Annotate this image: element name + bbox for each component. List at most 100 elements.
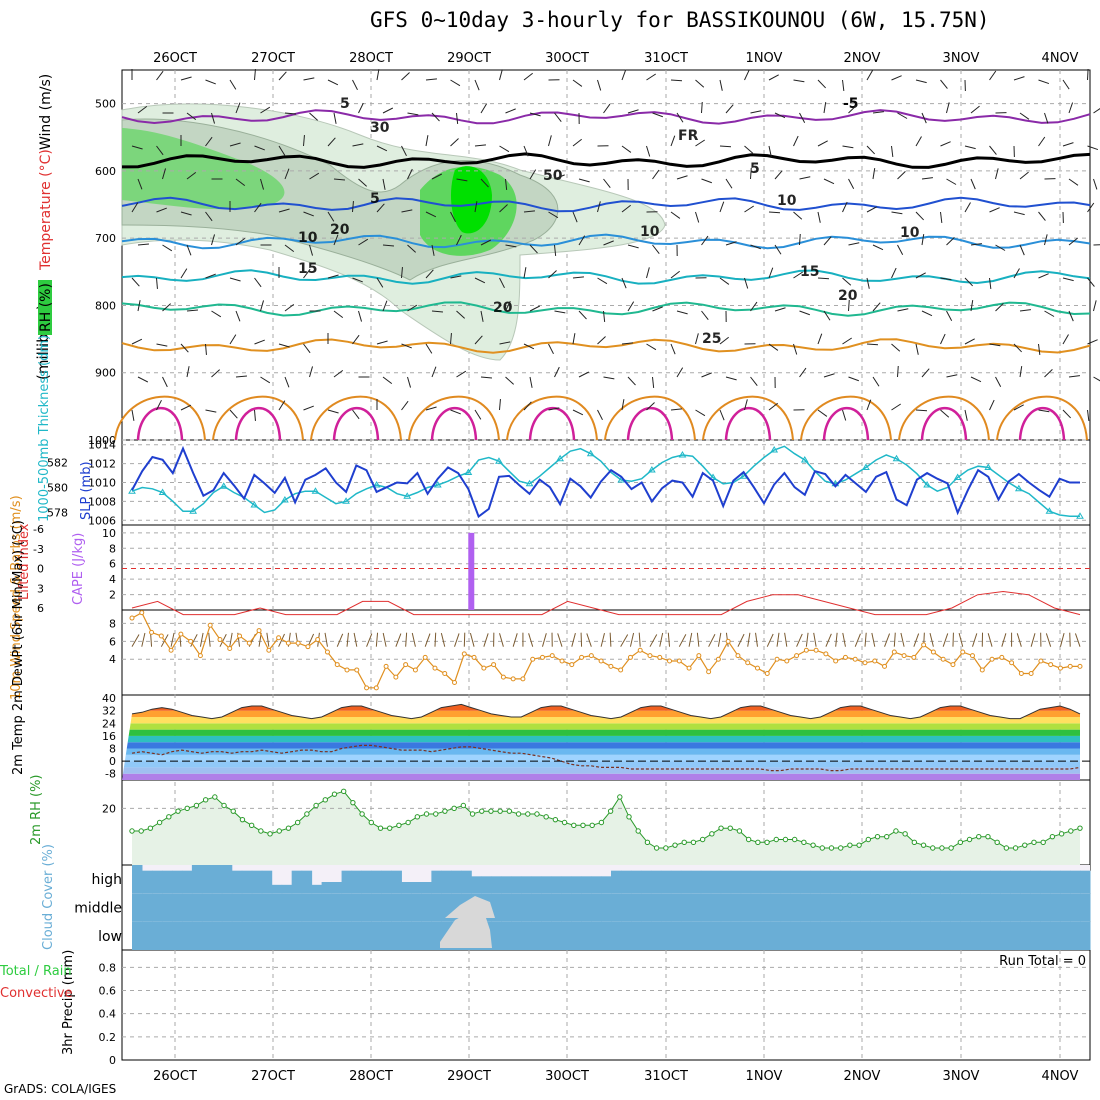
cloud-bar-high (780, 870, 792, 894)
wind-barb (548, 270, 557, 279)
isotherm-30-arc (310, 395, 402, 441)
wind10m-point (461, 651, 467, 657)
cloud-bar-high (391, 870, 402, 894)
cloud-bar-middle (591, 893, 602, 922)
cloud-bar-middle (561, 893, 572, 922)
wind-barb (572, 409, 584, 416)
wind10m-point (999, 654, 1005, 660)
rh2m-point (414, 814, 421, 820)
wind-barb (278, 343, 290, 348)
wind10m-point (608, 663, 614, 669)
rh2m-point (598, 819, 605, 826)
wind-barb (474, 277, 486, 284)
cloud-bar-middle (1070, 893, 1081, 922)
wind10m-line (131, 611, 1080, 689)
wind-barb (407, 112, 419, 116)
wind-barb (401, 145, 407, 157)
wind10m-barb (346, 632, 349, 647)
cloud-bar-high (341, 870, 353, 894)
wind10m-point (188, 638, 194, 644)
cloud-bar-low (431, 921, 442, 950)
wind-barb (995, 376, 1002, 387)
wind-barb (229, 334, 237, 345)
wind-barb (1038, 79, 1050, 85)
wind-barb (327, 274, 339, 279)
wind-barb (725, 178, 733, 189)
cloud-bar-middle (1000, 893, 1011, 922)
wind-barb (554, 310, 566, 314)
wind10m-point (784, 658, 790, 664)
wind-barb (597, 409, 603, 421)
wind-barb (180, 404, 192, 411)
wind-barb (505, 244, 517, 248)
rh2m-point (175, 808, 181, 814)
wind10m-point (588, 653, 594, 659)
cloud-bar-middle (331, 893, 343, 922)
cloud-bar-high (1030, 870, 1041, 894)
cloud-bar-low (780, 921, 792, 950)
wind-barb (817, 409, 828, 417)
wind-barb (670, 211, 681, 219)
cloud-bar-low (541, 921, 552, 950)
wind-barb (327, 79, 339, 86)
wind-barb (842, 337, 852, 345)
cloud-bar-high (371, 870, 382, 894)
cloud-ylabel: Cloud Cover (%) (41, 844, 56, 950)
wind10m-point (598, 658, 604, 664)
cloud-bar-middle (890, 893, 901, 922)
rh2m-point (405, 819, 411, 826)
cloud-bar-middle (581, 893, 592, 922)
cloud-bar-high (291, 870, 303, 894)
wind-barb (897, 112, 908, 119)
cloud-bar-high (441, 870, 452, 894)
wind-barb (719, 336, 729, 345)
cloud-bar-low (211, 921, 223, 950)
wind-barb (327, 409, 339, 414)
wind-barb (352, 277, 363, 283)
wind10m-barb (208, 632, 211, 647)
wind-barb (1019, 366, 1023, 378)
cloud-bar-middle (980, 893, 991, 922)
wind-barb (891, 267, 897, 279)
wind-barb (529, 376, 533, 388)
wind-barb (358, 238, 369, 246)
temp-band (122, 761, 1080, 768)
wind10m-barb (747, 632, 751, 647)
wind-barb (505, 300, 511, 312)
wind10m-point (1009, 660, 1015, 666)
wind-barb (872, 302, 881, 312)
cloud-bar-low (601, 921, 612, 950)
wind-barb (186, 112, 197, 121)
wind-barb (750, 376, 758, 386)
wind10m-point (657, 654, 663, 660)
rh2m-point (451, 805, 457, 812)
wind-barb (425, 269, 434, 279)
cloud-bar-high (770, 870, 782, 894)
cloud-bar-low (291, 921, 303, 950)
wind10m-barb (696, 632, 700, 647)
cloud-bar-high (561, 876, 572, 894)
cloud-bar-middle (221, 893, 233, 922)
wind-barb (211, 369, 221, 378)
wind-tick-label: 8 (109, 617, 116, 630)
wind-barb (278, 145, 286, 156)
wind10m-point (256, 628, 262, 634)
cloud-bar-low (611, 921, 622, 950)
thickness-point (281, 496, 289, 503)
wind-barb (1019, 309, 1031, 312)
cloud-bar-middle (441, 893, 452, 922)
wind-barb (946, 236, 955, 246)
rh2m-point (377, 825, 384, 831)
wind-barb (970, 300, 974, 312)
cloud-bar-low (930, 921, 941, 950)
cloud-bar-high (431, 870, 442, 894)
cloud-bar-low (181, 921, 193, 950)
wind-barb (897, 170, 906, 180)
thickness-point (770, 446, 779, 453)
wind-barb (1044, 234, 1048, 246)
wind-barb (768, 74, 779, 81)
cloud-bar-high (990, 870, 1001, 894)
wind-barb (303, 405, 314, 411)
cloud-bar-high (750, 870, 762, 894)
wind10m-barb (454, 633, 460, 647)
